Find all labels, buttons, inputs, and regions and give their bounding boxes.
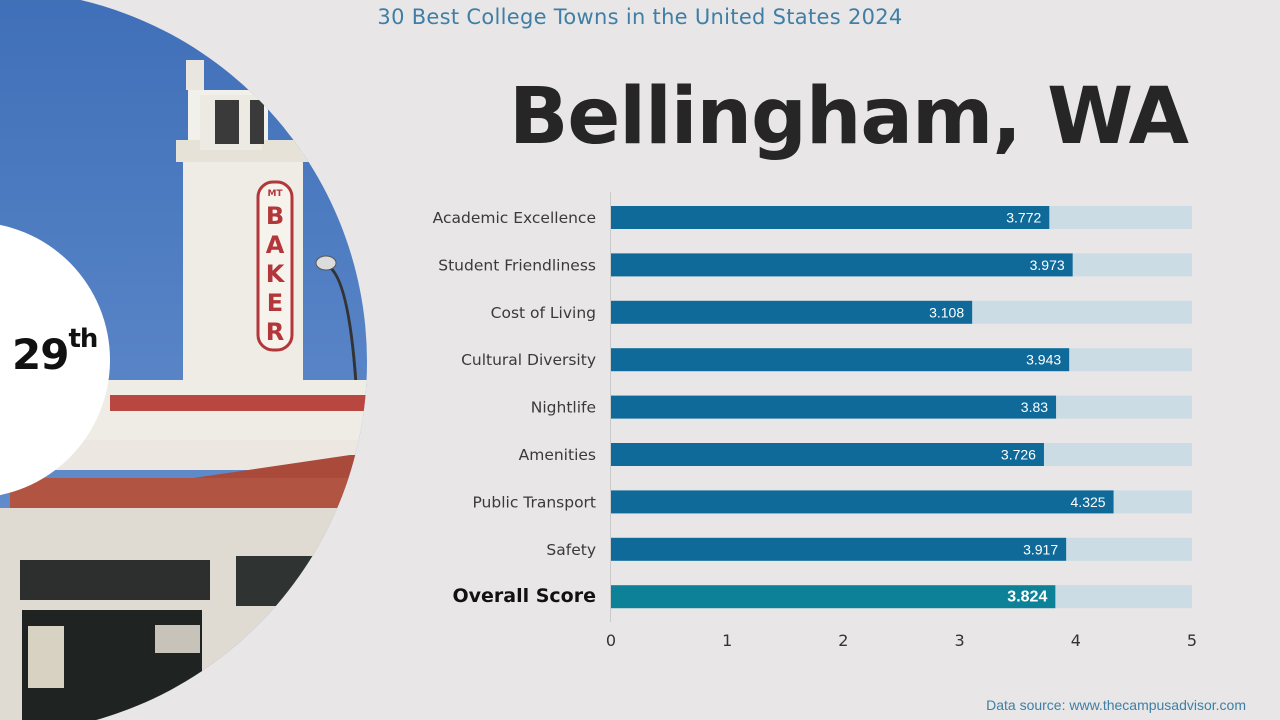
category-label-nightlife: Nightlife xyxy=(531,399,596,417)
value-label-cost-of-living: 3.108 xyxy=(929,304,964,320)
value-label-safety: 3.917 xyxy=(1023,541,1058,557)
rank-label: 29th xyxy=(12,324,98,379)
bar-amenities xyxy=(611,443,1044,466)
bar-cultural-diversity xyxy=(611,348,1070,372)
category-label-amenities: Amenities xyxy=(519,446,596,464)
sign-letter-a: A xyxy=(266,231,285,259)
category-label-cost-of-living: Cost of Living xyxy=(491,304,596,322)
value-label-amenities: 3.726 xyxy=(1001,447,1036,463)
bar-academic-excellence xyxy=(611,206,1050,229)
x-tick-label-0: 0 xyxy=(606,631,616,650)
value-label-student-friendliness: 3.973 xyxy=(1030,257,1065,273)
value-label-academic-excellence: 3.772 xyxy=(1006,210,1041,226)
bar-nightlife xyxy=(611,395,1057,419)
category-label-academic-excellence: Academic Excellence xyxy=(433,209,596,227)
category-label-cultural-diversity: Cultural Diversity xyxy=(461,351,596,369)
sign-letter-r: R xyxy=(266,318,284,346)
bar-public-transport xyxy=(611,490,1114,514)
sign-letter-b: B xyxy=(266,202,284,230)
value-label-cultural-diversity: 3.943 xyxy=(1026,352,1061,368)
x-tick-label-3: 3 xyxy=(955,631,965,650)
city-title: Bellingham, WA xyxy=(508,72,1189,162)
x-tick-label-4: 4 xyxy=(1071,631,1081,650)
category-label-public-transport: Public Transport xyxy=(472,493,596,511)
x-tick-label-1: 1 xyxy=(722,631,732,650)
rank-circle xyxy=(0,224,110,496)
value-label-overall-score: 3.824 xyxy=(1007,589,1047,606)
value-label-public-transport: 4.325 xyxy=(1071,494,1106,510)
rank-number: 29 xyxy=(12,330,69,379)
category-label-student-friendliness: Student Friendliness xyxy=(438,256,596,274)
x-tick-label-2: 2 xyxy=(838,631,848,650)
bar-overall-score xyxy=(611,585,1056,609)
sign-letter-e: E xyxy=(267,289,283,317)
bar-safety xyxy=(611,537,1067,561)
page-subtitle: 30 Best College Towns in the United Stat… xyxy=(377,5,903,29)
sign-letter-k: K xyxy=(266,260,286,288)
sign-prefix-text: MT xyxy=(267,189,283,199)
data-source: Data source: www.thecampusadvisor.com xyxy=(986,697,1246,713)
x-tick-label-5: 5 xyxy=(1187,631,1197,650)
rank-suffix: th xyxy=(68,324,98,354)
category-label-overall-score: Overall Score xyxy=(452,585,596,607)
bar-student-friendliness xyxy=(611,253,1073,277)
bar-cost-of-living xyxy=(611,300,973,324)
category-label-safety: Safety xyxy=(546,541,596,559)
value-label-nightlife: 3.83 xyxy=(1021,399,1048,415)
